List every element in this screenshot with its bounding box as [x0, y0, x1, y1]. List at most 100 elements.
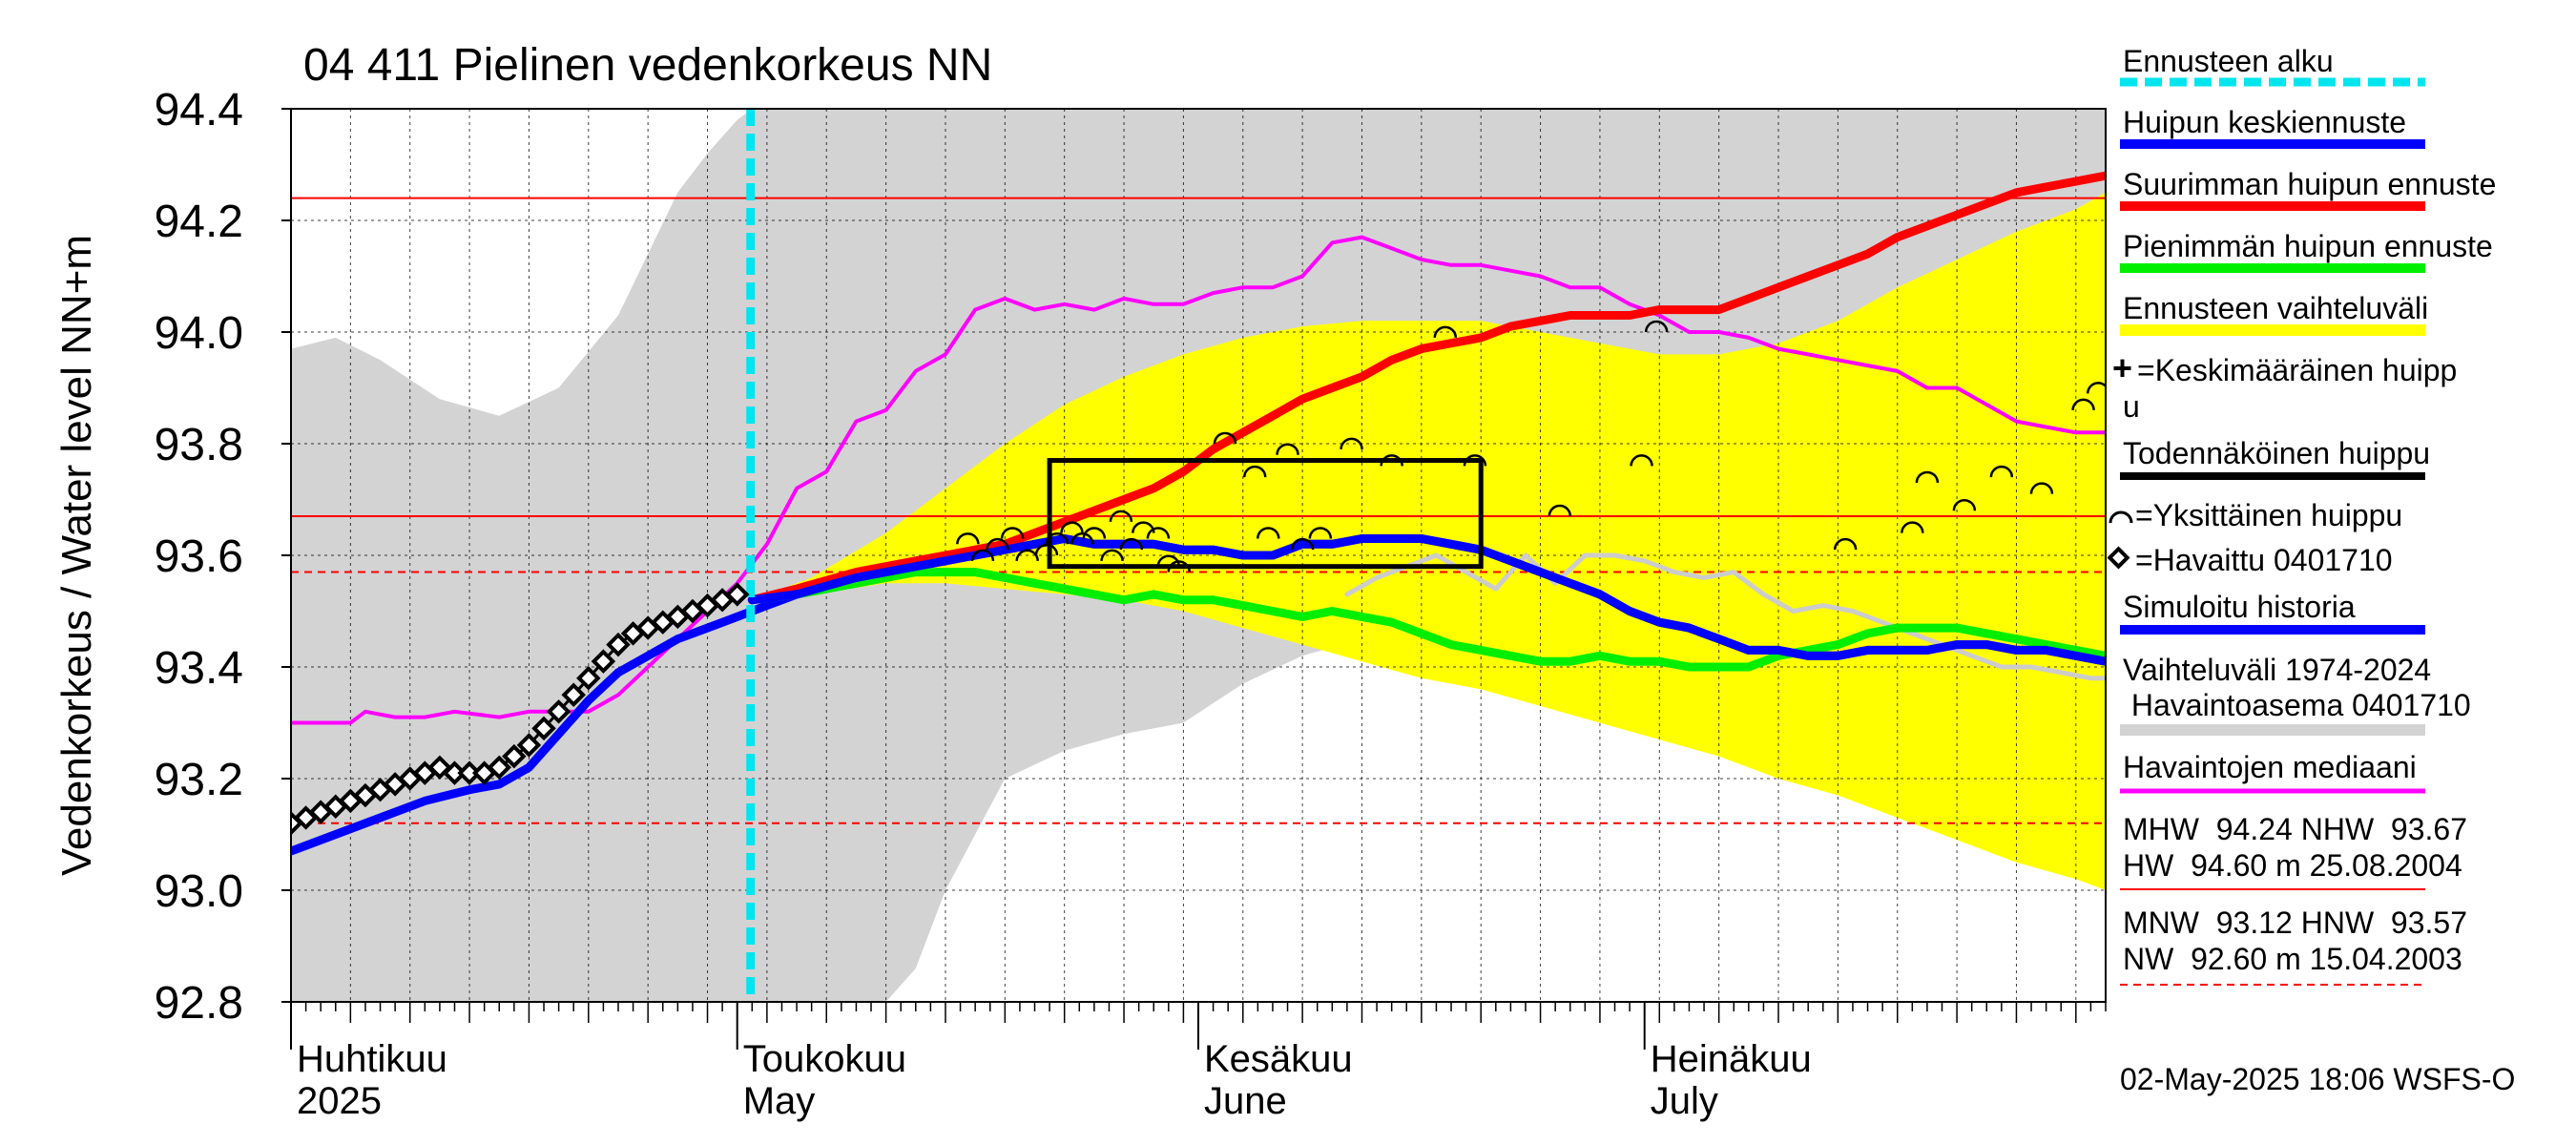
- stats-nw: NW 92.60 m 15.04.2003: [2123, 942, 2462, 976]
- single-peak-marker: [1000, 527, 1025, 539]
- single-peak-marker: [1276, 443, 1299, 455]
- month-label-en: July: [1651, 1080, 1718, 1122]
- legend-range-station: Havaintoasema 0401710: [2123, 688, 2471, 722]
- legend-single-peak: =Yksittäinen huippu: [2135, 498, 2402, 532]
- month-label-fi: Heinäkuu: [1651, 1038, 1812, 1080]
- observed-markers: [291, 582, 750, 836]
- single-peak-marker: [1952, 499, 1977, 511]
- history-grey-line: [1344, 552, 2106, 681]
- observed-point: [591, 649, 616, 674]
- median-line: [291, 235, 2106, 725]
- single-peak-marker: [1989, 465, 2014, 478]
- single-peak-marker: [2029, 482, 2054, 494]
- observed-point: [487, 755, 511, 781]
- single-peak-marker: [1045, 532, 1070, 545]
- single-peak-marker: [1308, 527, 1333, 539]
- axes: 92.8 93.0 93.2 93.4 93.6 93.8 94.0 94.2 94.4 Huht…: [155, 85, 2107, 1122]
- single-peak-marker: [1257, 527, 1280, 539]
- series-lines: [291, 109, 2106, 1002]
- single-peak-marker: [1290, 537, 1315, 551]
- month-label-fi: Huhtikuu: [297, 1038, 447, 1080]
- single-peak-marker: [1213, 431, 1237, 445]
- y-tick-label: 93.2: [155, 755, 243, 805]
- footer-timestamp: 02-May-2025 18:06 WSFS-O: [2120, 1062, 2515, 1096]
- legend-observed: =Havaittu 0401710: [2135, 543, 2393, 577]
- probable-peak-rect: [1047, 458, 1484, 570]
- single-peak-marker: [956, 532, 980, 545]
- legend-avg-peak-cont: u: [2123, 389, 2140, 424]
- legend-avg-peak: =Keskimääräinen huipp: [2137, 353, 2457, 387]
- reference-lines: [291, 197, 2106, 824]
- observed-point: [442, 760, 467, 785]
- single-peak-marker: [1060, 521, 1084, 533]
- single-peak-marker: [2071, 398, 2095, 411]
- observed-point: [546, 699, 571, 724]
- stats-hw: HW 94.60 m 25.08.2004: [2123, 848, 2462, 883]
- legend-observed-icon: [2107, 546, 2130, 570]
- y-tick-label: 92.8: [155, 978, 243, 1029]
- single-peak-marker: [1380, 454, 1403, 467]
- single-peak-marker: [1340, 437, 1363, 449]
- month-label-fi: Toukokuu: [743, 1038, 906, 1080]
- observed-point: [502, 743, 527, 769]
- observed-point: [724, 582, 750, 607]
- observed-point: [606, 632, 631, 657]
- single-peak-marker: [1901, 521, 1924, 533]
- single-peaks: [956, 320, 2106, 572]
- month-label-fi: Kesäkuu: [1204, 1038, 1353, 1080]
- single-peak-marker: [1156, 554, 1181, 567]
- single-peak-marker: [1034, 543, 1059, 556]
- single-peak-marker: [1015, 549, 1039, 561]
- min-peak-forecast-line: [747, 568, 2106, 672]
- single-peak-marker: [1915, 470, 1940, 484]
- legend-forecast-range: Ennusteen vaihteluväli: [2123, 291, 2428, 325]
- single-peak-marker: [1119, 537, 1144, 551]
- single-peak-marker: [1630, 454, 1653, 467]
- single-peak-marker: [1109, 510, 1133, 523]
- plot-area: [291, 109, 2106, 1002]
- y-tick-label: 93.0: [155, 866, 243, 917]
- single-peak-marker: [1548, 504, 1572, 517]
- single-peak-marker: [1433, 325, 1458, 338]
- single-peak-marker: [1242, 465, 1267, 478]
- single-peak-marker: [1082, 527, 1107, 539]
- legend-probable-peak: Todennäköinen huippu: [2123, 436, 2430, 470]
- legend-single-peak-icon: [2109, 510, 2133, 524]
- stats-mnw-hnw: MNW 93.12 HNW 93.57: [2123, 906, 2467, 940]
- y-axis-label: Vedenkorkeus / Water level NN+m: [53, 235, 100, 876]
- observed-point: [516, 733, 542, 758]
- y-tick-label: 94.4: [155, 85, 243, 135]
- single-peak-marker: [970, 549, 995, 561]
- single-peak-marker: [1146, 527, 1171, 539]
- y-tick-label: 93.6: [155, 531, 243, 582]
- mean-peak-forecast-line: [747, 534, 2106, 666]
- range-bands: [291, 109, 2106, 1002]
- single-peak-marker: [1100, 549, 1124, 561]
- legend-range: Vaihteluväli 1974-2024: [2123, 653, 2431, 687]
- legend-max-peak: Suurimman huipun ennuste: [2123, 167, 2496, 201]
- y-tick-label: 94.2: [155, 197, 243, 247]
- legend-mean-peak: Huipun keskiennuste: [2123, 105, 2406, 139]
- month-label-en: May: [743, 1080, 816, 1122]
- max-peak-forecast-line: [747, 171, 2106, 605]
- observed-point: [561, 682, 586, 707]
- single-peak-marker: [1833, 537, 1858, 551]
- month-label-en: June: [1204, 1080, 1287, 1122]
- single-peak-marker: [986, 537, 1009, 551]
- month-label-en: 2025: [297, 1080, 382, 1122]
- legend-forecast-start: Ennusteen alku: [2123, 44, 2334, 78]
- y-tick-label: 93.4: [155, 643, 243, 694]
- probable-peak-box: [1047, 458, 1484, 570]
- single-peak-marker: [2086, 382, 2106, 394]
- observed-point: [457, 760, 482, 785]
- y-tick-label: 93.8: [155, 420, 243, 470]
- single-peak-marker: [1644, 320, 1669, 333]
- legend-median: Havaintojen mediaani: [2123, 750, 2417, 784]
- single-peak-marker: [1167, 560, 1191, 572]
- chart-title: 04 411 Pielinen vedenkorkeus NN: [303, 40, 992, 91]
- grid-lines: [291, 109, 2106, 1002]
- legend-simulated: Simuloitu historia: [2123, 590, 2356, 624]
- stats-mhw-nhw: MHW 94.24 NHW 93.67: [2123, 812, 2467, 846]
- observed-point: [576, 665, 601, 691]
